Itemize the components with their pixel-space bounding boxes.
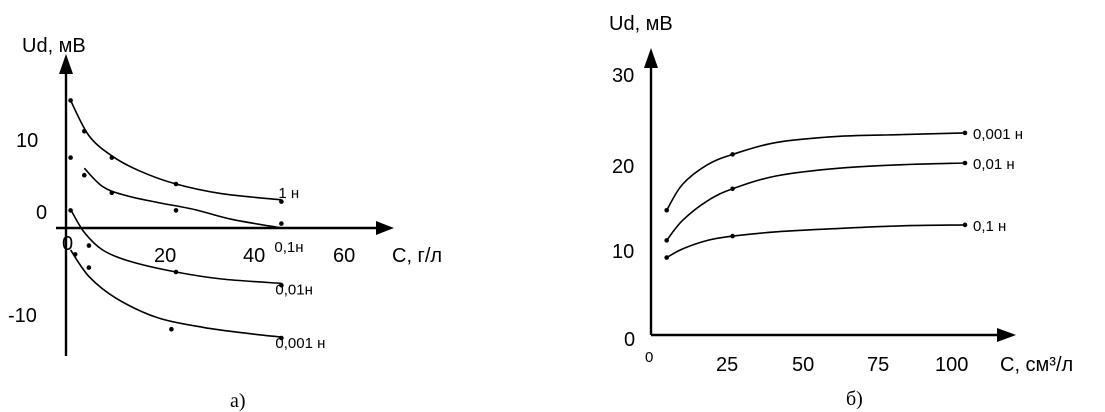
a-series-0-label: 1 н: [278, 185, 299, 202]
chart-a-xtick-60: 60: [333, 245, 355, 267]
chart-b: Ud, мВ C, см³/л 30 20 10 0 0 25 50 75 10…: [609, 13, 1073, 410]
chart-a-xlabel: C, г/л: [392, 245, 442, 267]
panel-a-label: а): [230, 390, 246, 412]
a-series-1-point-3: [173, 208, 179, 213]
a-series-3-point-2: [169, 326, 174, 332]
chart-a-ytick-minus10: -10: [8, 305, 37, 327]
chart-b-xtick-100: 100: [935, 354, 968, 376]
a-series-3-line: [69, 249, 282, 338]
b-series-1-line: [666, 162, 966, 241]
a-series-2-point-1: [86, 243, 92, 248]
a-series-2-point-3: [279, 282, 284, 288]
a-series-2-line: [69, 209, 282, 285]
b-series-1-point-0: [664, 238, 669, 243]
a-series-1-line: [83, 167, 282, 229]
chart-a-xtick-20: 20: [154, 245, 176, 267]
a-series-3-point-0: [72, 252, 78, 257]
a-series-1-label: 0,1н: [274, 239, 303, 256]
chart-b-ytick-30: 30: [612, 65, 634, 87]
a-series-0-point-4: [279, 199, 284, 204]
b-series-2-point-1: [730, 233, 735, 239]
a-series-3-point-1: [86, 265, 92, 270]
b-series-1-point-2: [962, 160, 968, 166]
a-series-1-point-4: [279, 221, 284, 226]
b-series-0-point-1: [730, 152, 735, 157]
panel-b-label: б): [846, 388, 863, 410]
a-series-2-label: 0,01н: [275, 281, 312, 298]
a-series-1-point-1: [82, 172, 87, 178]
a-series-0-point-2: [109, 155, 115, 160]
chart-a-ytick-0: 0: [36, 202, 47, 224]
chart-a-y-arrow: [59, 54, 73, 74]
chart-a-xtick-0: 0: [62, 233, 73, 255]
b-series-0-point-2: [962, 130, 968, 136]
b-series-0-label: 0,001 н: [973, 126, 1023, 143]
b-series-2-label: 0,1 н: [973, 218, 1006, 235]
chart-b-xtick-0: 0: [645, 349, 653, 366]
chart-a: Ud, мВ C, г/л 10 0 -10 0 20 40 60 а) 1 н…: [8, 35, 442, 412]
chart-b-ytick-10: 10: [612, 241, 634, 263]
a-series-0-point-0: [68, 98, 73, 103]
chart-a-ylabel: Ud, мВ: [22, 35, 86, 57]
a-series-2-point-0: [68, 208, 73, 213]
a-series-3-point-3: [279, 335, 284, 341]
b-series-0-line: [666, 132, 966, 211]
chart-b-xtick-25: 25: [716, 354, 738, 376]
b-series-1-label: 0,01 н: [973, 156, 1015, 173]
a-series-0-point-1: [82, 128, 87, 134]
chart-b-y-arrow: [644, 48, 658, 68]
chart-b-ytick-0: 0: [624, 329, 635, 351]
chart-a-ytick-10: 10: [16, 130, 38, 152]
chart-b-x-arrow: [997, 328, 1016, 342]
chart-b-xlabel: C, см³/л: [1000, 354, 1073, 376]
chart-a-x-arrow: [376, 221, 394, 235]
chart-b-ylabel: Ud, мВ: [609, 13, 673, 35]
chart-b-xtick-50: 50: [792, 354, 814, 376]
a-series-0-point-3: [173, 181, 179, 187]
b-series-2-point-2: [962, 222, 968, 228]
b-series-2-point-0: [664, 255, 669, 260]
a-series-3-label: 0,001 н: [275, 335, 325, 352]
chart-b-xtick-75: 75: [867, 354, 889, 376]
b-series-0-point-0: [664, 208, 669, 213]
a-series-0-line: [69, 100, 282, 201]
chart-a-xtick-40: 40: [243, 245, 265, 267]
b-series-2-line: [666, 224, 966, 259]
b-series-1-point-1: [730, 186, 735, 192]
a-series-1-point-2: [109, 190, 115, 196]
a-series-1-point-0: [68, 155, 73, 160]
a-series-2-point-2: [173, 269, 179, 275]
chart-b-ytick-20: 20: [612, 156, 634, 178]
